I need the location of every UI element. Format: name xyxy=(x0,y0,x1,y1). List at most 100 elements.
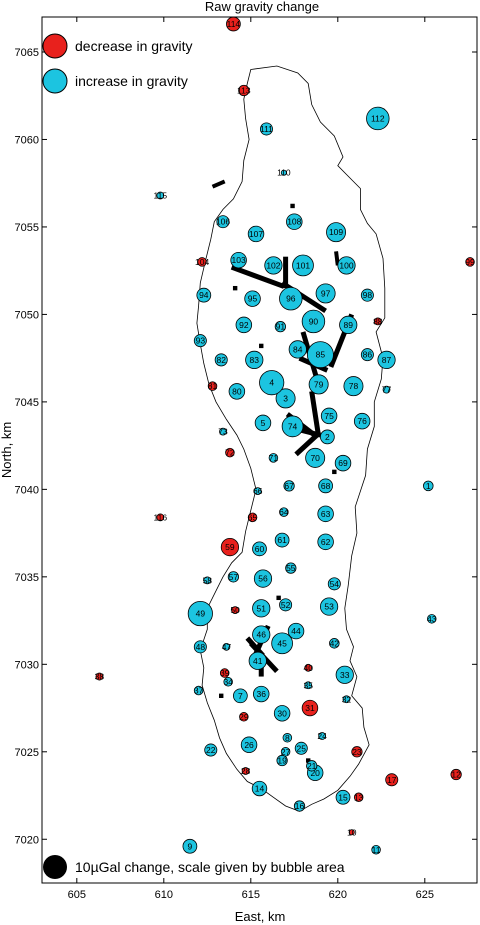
station-label: 75 xyxy=(324,411,334,421)
station-label: 30 xyxy=(277,708,287,718)
station-label: 98 xyxy=(363,290,373,300)
station-point-7: 7 xyxy=(232,688,248,704)
station-point-110: 110 xyxy=(277,168,291,178)
station-label: 29 xyxy=(239,712,249,722)
station-bubble xyxy=(304,663,313,672)
station-bubble xyxy=(317,505,334,523)
station-label: 50 xyxy=(230,605,240,615)
station-label: 97 xyxy=(321,288,331,298)
station-bubble xyxy=(327,577,341,591)
station-label: 115 xyxy=(154,190,168,200)
station-label: 35 xyxy=(303,680,313,690)
station-point-31: 31 xyxy=(301,699,319,717)
station-label: 93 xyxy=(196,336,206,346)
station-point-21: 21 xyxy=(306,760,318,772)
y-tick-label: 7025 xyxy=(15,747,39,759)
station-point-100: 100 xyxy=(337,256,356,275)
station-point-52: 52 xyxy=(279,598,293,612)
station-point-94: 94 xyxy=(196,287,212,303)
station-label: 87 xyxy=(382,355,392,365)
legend-decrease-label: decrease in gravity xyxy=(75,38,193,54)
station-bubble xyxy=(279,507,289,517)
station-label: 94 xyxy=(199,290,209,300)
station-label: 1 xyxy=(426,481,431,491)
vector-arrow xyxy=(294,433,319,457)
y-tick-label: 7050 xyxy=(15,309,39,321)
legend-decrease-swatch xyxy=(42,33,68,59)
station-label: 24 xyxy=(317,731,327,741)
station-label: 73 xyxy=(218,427,228,437)
station-point-84: 84 xyxy=(288,340,307,359)
station-point-80: 80 xyxy=(228,383,246,400)
chart-title: Raw gravity change xyxy=(205,0,319,14)
station-bubble xyxy=(286,213,303,230)
station-point-72: 72 xyxy=(225,448,235,458)
station-bubble xyxy=(353,412,371,430)
station-point-71: 71 xyxy=(268,453,278,463)
station-point-81: 81 xyxy=(207,381,218,391)
station-bubble xyxy=(385,773,399,787)
station-bubble xyxy=(193,334,207,348)
y-axis-title: North, km xyxy=(0,422,14,478)
station-bubble xyxy=(282,733,293,743)
station-label: 110 xyxy=(277,168,291,178)
station-bubble xyxy=(230,251,247,269)
y-tick-label: 7020 xyxy=(15,834,39,846)
station-label: 13 xyxy=(354,792,364,802)
station-bubble xyxy=(275,388,296,409)
station-point-2: 2 xyxy=(319,429,335,445)
station-bubble xyxy=(335,789,351,805)
station-bubble xyxy=(254,414,272,432)
x-axis-title: East, km xyxy=(235,909,286,924)
station-label: 25 xyxy=(297,743,307,753)
station-bubble xyxy=(244,290,261,307)
station-label: 23 xyxy=(352,747,362,757)
station-point-75: 75 xyxy=(320,407,338,425)
station-point-78: 78 xyxy=(343,376,364,397)
station-point-9: 9 xyxy=(182,838,198,854)
station-bubble xyxy=(348,829,355,836)
station-bubble xyxy=(253,685,270,703)
station-bubble xyxy=(280,747,291,757)
station-label: 3 xyxy=(283,393,288,403)
x-tick-label: 610 xyxy=(155,889,173,901)
station-point-45: 45 xyxy=(271,632,293,655)
station-label: 111 xyxy=(260,124,273,134)
station-label: 16 xyxy=(295,801,305,811)
square-marker-layer xyxy=(219,203,337,763)
square-marker xyxy=(259,343,264,349)
station-label: 66 xyxy=(253,486,263,496)
station-bubble xyxy=(371,845,381,855)
station-bubble xyxy=(287,622,305,640)
station-bubble xyxy=(247,225,265,243)
station-label: 89 xyxy=(344,320,354,330)
legend-scale-label: 10µGal change, scale given by bubble are… xyxy=(75,859,345,875)
station-point-59: 59 xyxy=(220,537,240,557)
station-label: 48 xyxy=(196,642,206,652)
station-label: 53 xyxy=(324,602,334,612)
station-point-62: 62 xyxy=(317,533,334,551)
station-label: 104 xyxy=(195,257,209,267)
station-label: 99 xyxy=(465,257,475,267)
legend: decrease in gravity increase in gravity … xyxy=(42,33,345,879)
station-bubble xyxy=(182,838,198,854)
station-point-54: 54 xyxy=(327,577,341,591)
station-bubble xyxy=(318,478,333,494)
station-point-70: 70 xyxy=(305,447,326,468)
station-point-85: 85 xyxy=(306,341,334,369)
station-point-17: 17 xyxy=(385,773,399,787)
station-label: 28 xyxy=(241,766,251,776)
station-label: 86 xyxy=(363,350,373,360)
station-point-35: 35 xyxy=(303,680,313,690)
station-bubble xyxy=(276,754,288,767)
station-label: 84 xyxy=(293,344,303,354)
station-label: 27 xyxy=(281,747,291,757)
station-bubble xyxy=(226,16,241,32)
station-label: 20 xyxy=(310,768,320,778)
station-point-14: 14 xyxy=(251,780,268,797)
station-label: 58 xyxy=(203,575,213,585)
station-label: 56 xyxy=(258,574,268,584)
station-label: 52 xyxy=(281,600,291,610)
